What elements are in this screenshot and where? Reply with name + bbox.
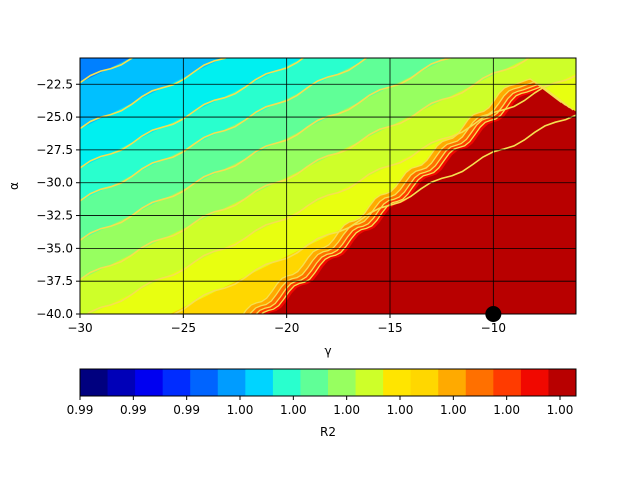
colorbar-swatch — [383, 369, 412, 396]
colorbar-swatch — [135, 369, 164, 396]
y-tick-label: −25.0 — [36, 110, 73, 124]
grid-lines — [80, 58, 576, 314]
colorbar-label: R2 — [320, 425, 336, 439]
x-tick-label: −20 — [274, 321, 299, 335]
colorbar-frame — [79, 368, 577, 397]
colorbar-swatch — [190, 369, 219, 396]
colorbar-swatch — [520, 369, 549, 396]
colorbar-tick-label: 1.00 — [440, 403, 467, 417]
contour-line — [80, 58, 454, 242]
colorbar-swatch — [300, 369, 329, 396]
colorbar-tick-label: 0.99 — [173, 403, 200, 417]
contour-line — [80, 58, 531, 281]
y-tick-label: −35.0 — [36, 241, 73, 255]
contour-band — [80, 58, 224, 129]
max-region-layer — [266, 88, 576, 314]
x-tick-label: −25 — [171, 321, 196, 335]
y-tick-label: −40.0 — [36, 307, 73, 321]
colorbar — [80, 369, 577, 396]
colorbar-swatch — [107, 369, 136, 396]
x-tick-label: −15 — [377, 321, 402, 335]
colorbar-tick-label: 1.00 — [493, 403, 520, 417]
contour-line — [80, 58, 368, 202]
colorbar-tick-label: 1.00 — [547, 403, 574, 417]
colorbar-swatch — [217, 369, 246, 396]
colorbar-tick-label: 1.00 — [280, 403, 307, 417]
colorbar-swatch — [548, 369, 577, 396]
y-tick-label: −37.5 — [36, 274, 73, 288]
colorbar-swatch — [410, 369, 439, 396]
y-tick-label: −27.5 — [36, 143, 73, 157]
colorbar-swatch — [438, 369, 467, 396]
colorbar-ticks: 0.99 0.99 0.99 1.00 1.00 1.00 1.00 1.00 1.00 1.00 — [67, 396, 574, 417]
contour-line — [85, 74, 576, 314]
colorbar-tick-label: 1.00 — [387, 403, 414, 417]
colorbar-swatch — [245, 369, 274, 396]
x-axis-ticks: −30 −25 −20 −15 −10 — [67, 314, 506, 335]
colorbar-tick-label: 0.99 — [120, 403, 147, 417]
x-tick-label: −10 — [481, 321, 506, 335]
x-axis-label: γ — [324, 344, 331, 358]
contour-line — [172, 114, 576, 314]
colorbar-swatch — [465, 369, 494, 396]
contour-line — [249, 80, 567, 314]
y-tick-label: −22.5 — [36, 77, 73, 91]
contour-line — [80, 58, 228, 130]
colorbar-tick-label: 1.00 — [227, 403, 254, 417]
y-axis-label: α — [7, 182, 21, 190]
colorbar-swatch — [162, 369, 191, 396]
colorbar-swatch — [493, 369, 522, 396]
colorbar-swatch — [80, 369, 109, 396]
colorbar-swatch — [328, 369, 357, 396]
colorbar-tick-label: 1.00 — [333, 403, 360, 417]
colorbar-tick-label: 0.99 — [67, 403, 94, 417]
contour-line — [260, 85, 574, 314]
plot-frame — [79, 57, 577, 315]
plot-area — [80, 58, 576, 314]
contour-line — [80, 58, 305, 169]
x-tick-label: −30 — [67, 321, 92, 335]
colorbar-swatch — [355, 369, 384, 396]
contour-line — [242, 78, 562, 314]
colorbar-swatch — [272, 369, 301, 396]
y-tick-label: −30.0 — [36, 176, 73, 190]
y-tick-label: −32.5 — [36, 209, 73, 223]
y-axis-ticks: −40.0 −37.5 −35.0 −32.5 −30.0 −27.5 −25.0 −22.5 — [36, 77, 80, 321]
